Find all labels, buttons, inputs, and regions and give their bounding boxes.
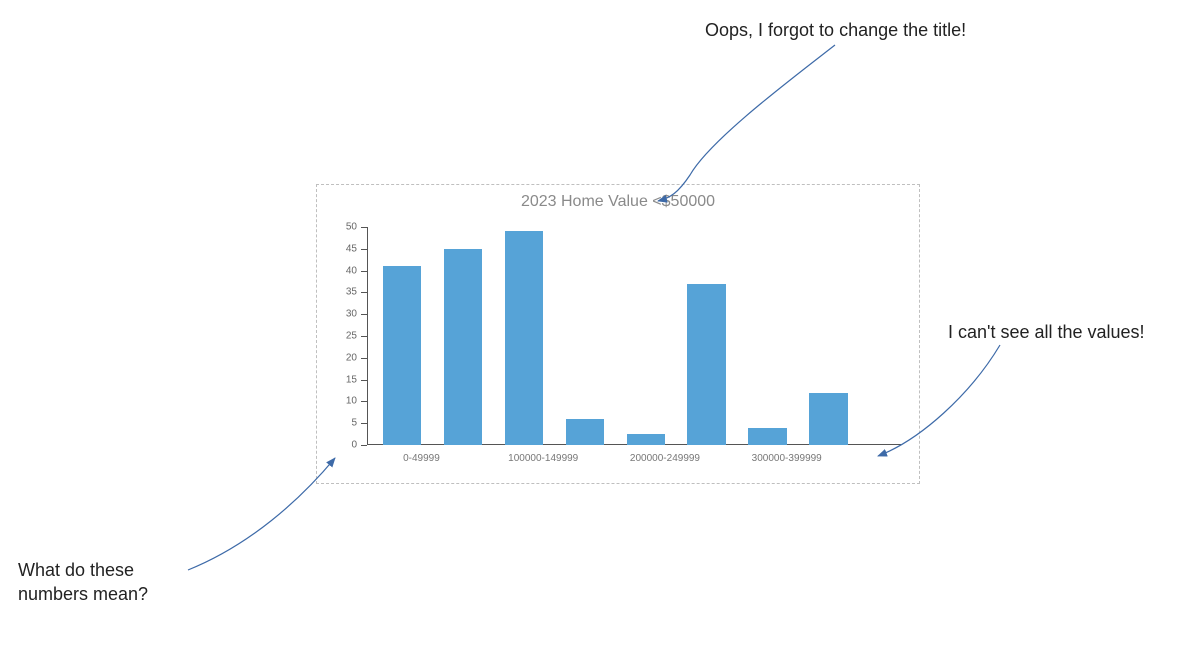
chart-bar — [505, 231, 543, 445]
chart-bar — [748, 428, 786, 445]
y-tick-label: 25 — [346, 331, 367, 342]
y-tick-label: 30 — [346, 309, 367, 320]
annotation-bottom-line2: numbers mean? — [18, 584, 148, 604]
x-tick-label: 0-49999 — [403, 453, 440, 464]
chart-bar — [809, 393, 847, 445]
annotation-top: Oops, I forgot to change the title! — [705, 18, 966, 42]
y-axis-line — [367, 227, 368, 445]
annotation-bottom-line1: What do these — [18, 560, 134, 580]
y-tick-label: 0 — [351, 440, 367, 451]
y-tick-label: 10 — [346, 396, 367, 407]
y-tick-label: 5 — [351, 418, 367, 429]
y-tick-label: 35 — [346, 287, 367, 298]
chart-bar — [687, 284, 725, 445]
chart-bar — [444, 249, 482, 445]
x-tick-label: 300000-399999 — [752, 453, 822, 464]
arrow-to-title — [658, 45, 835, 201]
annotation-bottom: What do these numbers mean? — [18, 558, 148, 607]
chart-bar — [627, 434, 665, 445]
arrow-to-yaxis — [188, 458, 335, 570]
y-tick-label: 50 — [346, 222, 367, 233]
y-tick-label: 45 — [346, 243, 367, 254]
chart-title: 2023 Home Value <$50000 — [317, 193, 919, 211]
x-tick-label: 100000-149999 — [508, 453, 578, 464]
chart-container: 2023 Home Value <$50000 0510152025303540… — [316, 184, 920, 484]
y-tick-label: 20 — [346, 352, 367, 363]
chart-plot-area: 051015202530354045500-49999100000-149999… — [367, 227, 901, 445]
x-tick-label: 200000-249999 — [630, 453, 700, 464]
y-tick-label: 40 — [346, 265, 367, 276]
annotation-right: I can't see all the values! — [948, 320, 1145, 344]
chart-bar — [566, 419, 604, 445]
y-tick-label: 15 — [346, 374, 367, 385]
chart-bar — [383, 266, 421, 445]
